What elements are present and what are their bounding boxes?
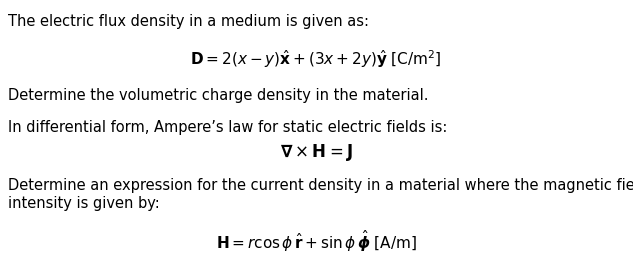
Text: intensity is given by:: intensity is given by: xyxy=(8,196,160,211)
Text: The electric flux density in a medium is given as:: The electric flux density in a medium is… xyxy=(8,14,369,29)
Text: $\mathbf{H} = r\cos\phi\,\hat{\mathbf{r}} + \sin\phi\,\hat{\boldsymbol{\phi}}\;[: $\mathbf{H} = r\cos\phi\,\hat{\mathbf{r}… xyxy=(216,228,417,254)
Text: Determine an expression for the current density in a material where the magnetic: Determine an expression for the current … xyxy=(8,178,633,193)
Text: Determine the volumetric charge density in the material.: Determine the volumetric charge density … xyxy=(8,88,429,103)
Text: $\mathbf{\nabla} \times \mathbf{H} = \mathbf{J}$: $\mathbf{\nabla} \times \mathbf{H} = \ma… xyxy=(280,142,353,163)
Text: $\mathbf{D} = 2(x - y)\hat{\mathbf{x}} + (3x + 2y)\hat{\mathbf{y}}\;[\mathrm{C/m: $\mathbf{D} = 2(x - y)\hat{\mathbf{x}} +… xyxy=(191,48,442,70)
Text: In differential form, Ampere’s law for static electric fields is:: In differential form, Ampere’s law for s… xyxy=(8,120,448,135)
